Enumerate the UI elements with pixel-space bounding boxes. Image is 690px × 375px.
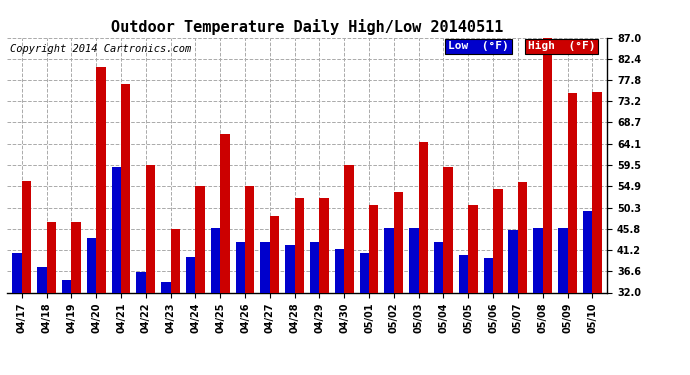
Bar xyxy=(47,222,56,292)
Bar xyxy=(96,67,106,292)
Bar xyxy=(245,186,255,292)
Bar xyxy=(62,280,71,292)
Bar xyxy=(335,249,344,292)
Bar xyxy=(112,167,121,292)
Bar xyxy=(459,255,469,292)
Bar xyxy=(518,182,527,292)
Bar xyxy=(533,228,543,292)
Bar xyxy=(170,228,180,292)
Bar xyxy=(310,242,319,292)
Bar xyxy=(592,92,602,292)
Bar xyxy=(558,228,567,292)
Bar xyxy=(211,228,220,292)
Text: High  (°F): High (°F) xyxy=(528,41,595,51)
Bar xyxy=(419,142,428,292)
Bar xyxy=(583,211,592,292)
Bar xyxy=(434,242,444,292)
Bar xyxy=(469,205,477,292)
Bar xyxy=(409,228,419,292)
Bar xyxy=(195,186,205,292)
Bar xyxy=(22,181,31,292)
Bar xyxy=(543,38,552,292)
Bar xyxy=(509,230,518,292)
Bar xyxy=(369,205,379,292)
Bar xyxy=(394,192,403,292)
Bar xyxy=(567,93,577,292)
Bar xyxy=(359,253,369,292)
Bar xyxy=(285,245,295,292)
Bar xyxy=(37,267,47,292)
Bar xyxy=(295,198,304,292)
Bar xyxy=(146,165,155,292)
Bar xyxy=(484,258,493,292)
Bar xyxy=(121,84,130,292)
Bar xyxy=(235,242,245,292)
Bar xyxy=(161,282,170,292)
Bar xyxy=(493,189,502,292)
Bar xyxy=(384,228,394,292)
Bar xyxy=(137,272,146,292)
Bar xyxy=(12,253,22,292)
Text: Low  (°F): Low (°F) xyxy=(448,41,509,51)
Bar xyxy=(186,257,195,292)
Bar xyxy=(87,238,96,292)
Bar xyxy=(344,165,354,292)
Bar xyxy=(220,134,230,292)
Bar xyxy=(270,216,279,292)
Bar xyxy=(71,222,81,292)
Bar xyxy=(260,242,270,292)
Bar xyxy=(444,167,453,292)
Bar xyxy=(319,198,329,292)
Text: Copyright 2014 Cartronics.com: Copyright 2014 Cartronics.com xyxy=(10,44,191,54)
Title: Outdoor Temperature Daily High/Low 20140511: Outdoor Temperature Daily High/Low 20140… xyxy=(111,19,503,35)
